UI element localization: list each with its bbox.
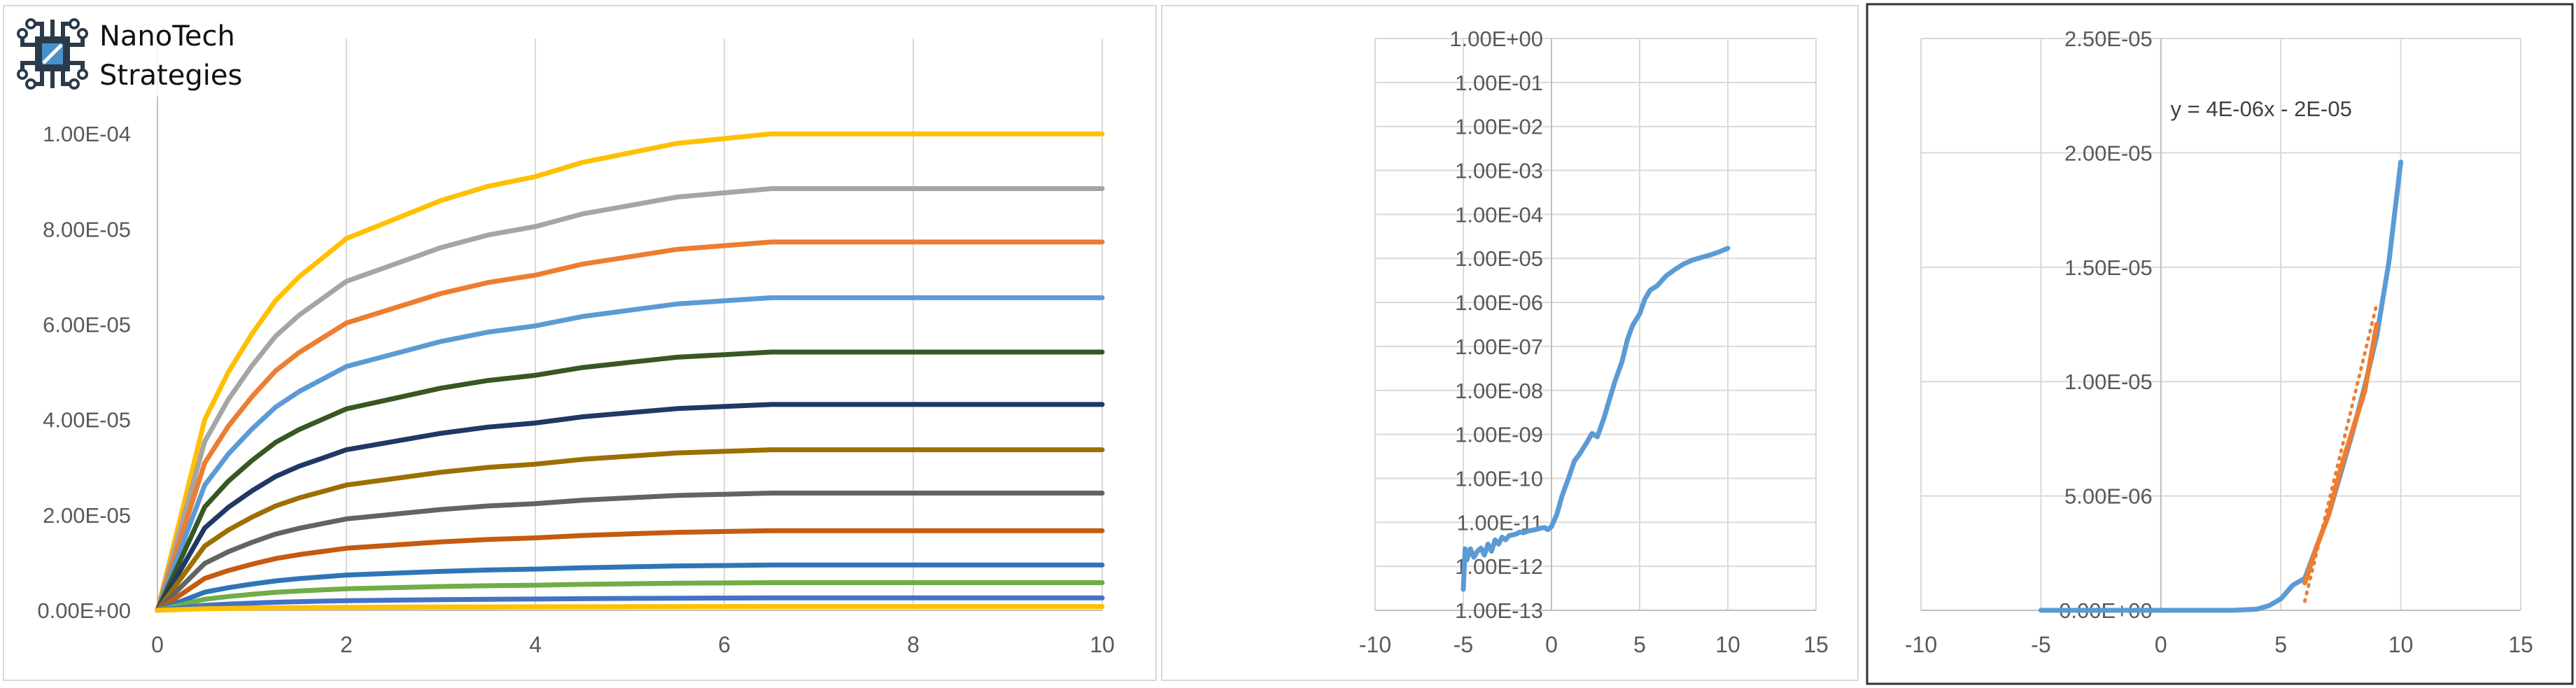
- logo-line-2: Strategies: [99, 59, 243, 92]
- chart-1: 0.00E+00 2.00E-05 4.00E-05 6.00E-05 8.00E-05…: [3, 5, 1157, 681]
- x-tick-label: 0: [2155, 632, 2167, 657]
- series-line-5: [155, 349, 1105, 613]
- logo-line-1: NanoTech: [99, 20, 235, 52]
- series-line-12: [155, 595, 1105, 613]
- chart-frame: [1161, 5, 1859, 681]
- y-tick-label: 1.00E-06: [1455, 290, 1543, 315]
- x-tick-label: 15: [2508, 632, 2533, 657]
- x-tick-label: 10: [2388, 632, 2414, 657]
- y-tick-label: 0.00E+00: [37, 598, 131, 623]
- y-tick-label: 1.00E-08: [1455, 379, 1543, 403]
- chart-3: 0.00E+005.00E-061.00E-051.50E-052.00E-05…: [1866, 3, 2574, 685]
- trendline-equation: y = 4E-06x - 2E-05: [2171, 97, 2352, 121]
- y-tick-label: 1.00E-02: [1455, 115, 1543, 139]
- x-tick-label: -5: [1454, 632, 1473, 657]
- y-tick-label: 1.00E-04: [43, 122, 131, 146]
- series-line-10: [155, 562, 1105, 613]
- y-tick-label: 1.50E-05: [2064, 255, 2153, 280]
- y-tick-label: 6.00E-05: [43, 313, 131, 337]
- x-tick-label: -10: [1359, 632, 1391, 657]
- series-line-3: [155, 239, 1105, 613]
- series-line-7: [155, 447, 1105, 613]
- y-tick-label: 1.00E-04: [1455, 202, 1543, 227]
- y-tick-label: 1.00E-03: [1455, 159, 1543, 183]
- x-tick-label: -10: [1905, 632, 1937, 657]
- chart-2: 1.00E+00 1.00E-01 1.00E-02 1.00E-03 1.00E-04…: [1161, 5, 1859, 681]
- series-line-8: [155, 491, 1105, 613]
- y-tick-label: 1.00E-10: [1455, 466, 1543, 491]
- y-tick-label: 1.00E-05: [1455, 246, 1543, 271]
- x-tick-label: 0: [151, 632, 164, 657]
- y-tick-label: 8.00E-05: [43, 217, 131, 241]
- y-tick-label: 1.00E+00: [1449, 27, 1543, 51]
- x-tick-label: 8: [907, 632, 920, 657]
- y-tick-label: 2.00E-05: [43, 503, 131, 528]
- x-tick-label: 15: [1803, 632, 1829, 657]
- x-tick-label: 5: [1633, 632, 1646, 657]
- y-tick-label: 5.00E-06: [2064, 484, 2153, 509]
- x-tick-label: 2: [340, 632, 353, 657]
- x-tick-label: 10: [1715, 632, 1740, 657]
- series-line-13: [155, 604, 1105, 613]
- series-line-6: [155, 402, 1105, 613]
- brand-logo: NanoTech Strategies: [14, 13, 252, 97]
- x-tick-label: 5: [2274, 632, 2287, 657]
- y-tick-label: 1.00E-01: [1455, 71, 1543, 95]
- series-line-1: [1461, 246, 1731, 592]
- y-tick-label: 1.00E-09: [1455, 423, 1543, 447]
- trendline-series: [2303, 302, 2379, 603]
- chart-frame: [1866, 3, 2574, 685]
- series-line-2: [155, 186, 1105, 613]
- y-tick-label: 2.50E-05: [2064, 27, 2153, 51]
- y-tick-label: 2.00E-05: [2064, 141, 2153, 165]
- y-tick-label: 1.00E-05: [2064, 370, 2153, 394]
- y-tick-label: 1.00E-13: [1455, 598, 1543, 623]
- x-tick-label: 6: [718, 632, 731, 657]
- series-line-11: [155, 580, 1105, 613]
- circuit-chip-icon: [17, 18, 88, 90]
- x-tick-label: 4: [529, 632, 542, 657]
- series-line-9: [155, 528, 1105, 613]
- x-tick-label: -5: [2031, 632, 2050, 657]
- x-tick-label: 0: [1545, 632, 1558, 657]
- y-tick-label: 1.00E-07: [1455, 335, 1543, 359]
- y-tick-label: 4.00E-05: [43, 408, 131, 433]
- series-line-1: [155, 131, 1105, 613]
- x-tick-label: 10: [1090, 632, 1115, 657]
- series-line-4: [155, 295, 1105, 613]
